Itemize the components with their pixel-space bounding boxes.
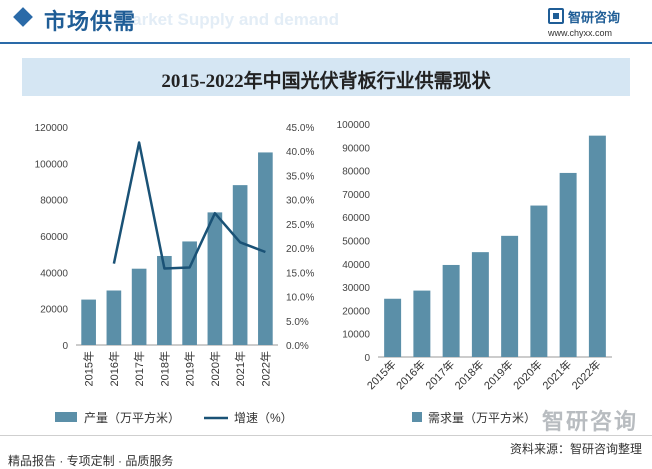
x-tick-label: 2015年 — [82, 351, 96, 386]
demand-bar — [530, 205, 548, 357]
production-bar — [106, 290, 122, 345]
y-right-tick-label: 45.0% — [286, 123, 314, 134]
demand-bar — [442, 264, 460, 357]
legend-swatch-demand — [412, 412, 422, 422]
y-tick-label: 10000 — [342, 330, 370, 341]
y-left-tick-label: 0 — [62, 341, 68, 352]
y-tick-label: 70000 — [342, 190, 370, 201]
header: Market Supply and demand 市场供需 智研咨询 www.c… — [0, 0, 652, 44]
production-bar — [207, 212, 223, 345]
y-right-tick-label: 40.0% — [286, 147, 314, 158]
y-left-tick-label: 20000 — [40, 305, 68, 316]
chart-title-bar: 2015-2022年中国光伏背板行业供需现状 — [22, 58, 630, 96]
y-right-tick-label: 15.0% — [286, 268, 314, 279]
y-tick-label: 90000 — [342, 143, 370, 154]
header-watermark: Market Supply and demand — [118, 10, 340, 29]
x-tick-label: 2017年 — [132, 351, 146, 386]
x-tick-label: 2018年 — [452, 357, 487, 392]
y-tick-label: 80000 — [342, 167, 370, 178]
y-left-tick-label: 120000 — [35, 123, 69, 134]
y-right-tick-label: 5.0% — [286, 317, 309, 328]
x-tick-label: 2016年 — [393, 357, 428, 392]
x-tick-label: 2019年 — [481, 357, 516, 392]
x-tick-label: 2020年 — [208, 351, 222, 386]
y-right-tick-label: 35.0% — [286, 171, 314, 182]
y-tick-label: 100000 — [337, 120, 371, 131]
y-left-tick-label: 80000 — [40, 196, 68, 207]
demand-bar — [588, 135, 606, 357]
logo-icon — [548, 8, 564, 24]
production-bar — [258, 152, 273, 345]
y-right-tick-label: 25.0% — [286, 220, 314, 231]
logo-url: www.chyxx.com — [548, 28, 613, 38]
y-tick-label: 20000 — [342, 306, 370, 317]
legend-label-growth: 增速（%） — [234, 411, 293, 425]
x-tick-label: 2016年 — [107, 351, 121, 386]
footer-slogan: 精品报告 · 专项定制 · 品质服务 — [8, 454, 174, 468]
y-left-tick-label: 60000 — [40, 232, 68, 243]
x-tick-label: 2022年 — [258, 351, 272, 386]
y-right-tick-label: 30.0% — [286, 196, 314, 207]
footer-brand-watermark: 智研咨询 — [541, 409, 638, 434]
y-right-tick-label: 20.0% — [286, 244, 314, 255]
y-tick-label: 40000 — [342, 260, 370, 271]
production-bar — [131, 268, 147, 345]
x-tick-label: 2017年 — [422, 357, 457, 392]
y-tick-label: 50000 — [342, 237, 370, 248]
production-bar — [81, 299, 96, 345]
demand-bar — [413, 290, 431, 357]
y-tick-label: 30000 — [342, 283, 370, 294]
x-tick-label: 2021年 — [233, 351, 247, 386]
demand-bar — [384, 298, 402, 357]
growth-rate-line — [112, 141, 266, 270]
chart-title: 2015-2022年中国光伏背板行业供需现状 — [161, 71, 491, 92]
legend-label-production: 产量（万平方米） — [84, 410, 180, 425]
x-tick-label: 2018年 — [157, 351, 171, 386]
y-right-tick-label: 10.0% — [286, 293, 314, 304]
x-tick-label: 2021年 — [539, 357, 574, 392]
legend-label-demand: 需求量（万平方米） — [428, 410, 536, 425]
section-title: 市场供需 — [44, 9, 137, 34]
logo-name: 智研咨询 — [568, 10, 621, 25]
footer-source: 资料来源：智研咨询整理 — [509, 442, 642, 456]
header-divider — [0, 42, 652, 44]
x-tick-label: 2022年 — [569, 357, 604, 392]
demand-bar — [501, 235, 519, 357]
y-left-tick-label: 100000 — [35, 159, 69, 170]
y-tick-label: 0 — [364, 353, 370, 364]
x-tick-label: 2019年 — [183, 351, 197, 386]
y-left-tick-label: 40000 — [40, 268, 68, 279]
demand-bar — [559, 172, 577, 357]
production-bar — [157, 255, 172, 345]
y-right-tick-label: 0.0% — [286, 341, 309, 352]
production-bar — [232, 185, 248, 345]
x-tick-label: 2020年 — [510, 357, 545, 392]
legend-swatch-production — [55, 412, 77, 422]
logo: 智研咨询 www.chyxx.com — [548, 6, 638, 42]
demand-bar — [471, 252, 489, 357]
footer-divider — [0, 435, 652, 436]
y-tick-label: 60000 — [342, 213, 370, 224]
